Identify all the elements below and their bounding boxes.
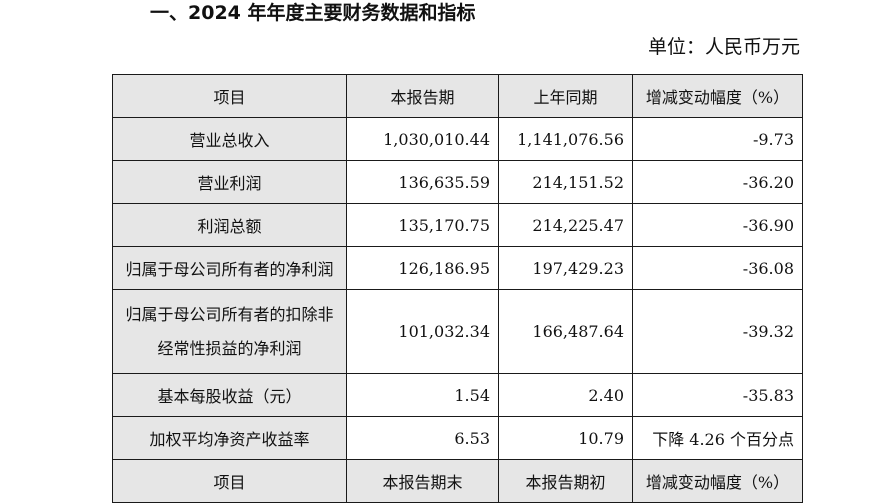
header-change-pct: 增减变动幅度（%） [632, 459, 803, 503]
table-row: 加权平均净资产收益率 6.53 10.79 下降 4.26 个百分点 [112, 416, 803, 460]
row-label: 归属于母公司所有者的扣除非经常性损益的净利润 [112, 289, 347, 374]
table-row: 营业利润 136,635.59 214,151.52 -36.20 [112, 160, 803, 204]
table-row: 归属于母公司所有者的扣除非经常性损益的净利润 101,032.34 166,48… [112, 289, 803, 374]
cell-prior: 10.79 [498, 416, 633, 460]
cell-current: 1,030,010.44 [346, 117, 499, 161]
table-header-row: 项目 本报告期 上年同期 增减变动幅度（%） [112, 74, 803, 118]
header-period-end: 本报告期末 [346, 459, 499, 503]
table-row: 利润总额 135,170.75 214,225.47 -36.90 [112, 203, 803, 247]
cell-prior: 1,141,076.56 [498, 117, 633, 161]
cell-change: -35.83 [632, 373, 803, 417]
cell-current: 101,032.34 [346, 289, 499, 374]
table-row: 基本每股收益（元） 1.54 2.40 -35.83 [112, 373, 803, 417]
section-title: 一、2024 年年度主要财务数据和指标 [150, 2, 476, 24]
header-current-period: 本报告期 [346, 74, 499, 118]
cell-change: -39.32 [632, 289, 803, 374]
cell-change: -36.20 [632, 160, 803, 204]
cell-current: 126,186.95 [346, 246, 499, 290]
cell-change: -36.90 [632, 203, 803, 247]
cell-prior: 197,429.23 [498, 246, 633, 290]
row-label: 利润总额 [112, 203, 347, 247]
cell-current: 136,635.59 [346, 160, 499, 204]
cell-prior: 214,225.47 [498, 203, 633, 247]
unit-note: 单位：人民币万元 [647, 36, 800, 58]
cell-prior: 2.40 [498, 373, 633, 417]
row-label: 归属于母公司所有者的净利润 [112, 246, 347, 290]
cell-prior: 214,151.52 [498, 160, 633, 204]
row-label: 营业总收入 [112, 117, 347, 161]
cell-current: 135,170.75 [346, 203, 499, 247]
header-item: 项目 [112, 459, 347, 503]
header-period-start: 本报告期初 [498, 459, 633, 503]
header-change-pct: 增减变动幅度（%） [632, 74, 803, 118]
cell-change: -36.08 [632, 246, 803, 290]
header-item: 项目 [112, 74, 347, 118]
row-label: 加权平均净资产收益率 [112, 416, 347, 460]
cell-current: 1.54 [346, 373, 499, 417]
cell-prior: 166,487.64 [498, 289, 633, 374]
table-row: 营业总收入 1,030,010.44 1,141,076.56 -9.73 [112, 117, 803, 161]
header-prior-period: 上年同期 [498, 74, 633, 118]
cell-change: 下降 4.26 个百分点 [632, 416, 803, 460]
cell-change: -9.73 [632, 117, 803, 161]
table-row: 归属于母公司所有者的净利润 126,186.95 197,429.23 -36.… [112, 246, 803, 290]
table-header-row-2: 项目 本报告期末 本报告期初 增减变动幅度（%） [112, 459, 803, 503]
financial-data-table: 项目 本报告期 上年同期 增减变动幅度（%） 营业总收入 1,030,010.4… [112, 74, 803, 503]
row-label: 基本每股收益（元） [112, 373, 347, 417]
cell-current: 6.53 [346, 416, 499, 460]
row-label: 营业利润 [112, 160, 347, 204]
